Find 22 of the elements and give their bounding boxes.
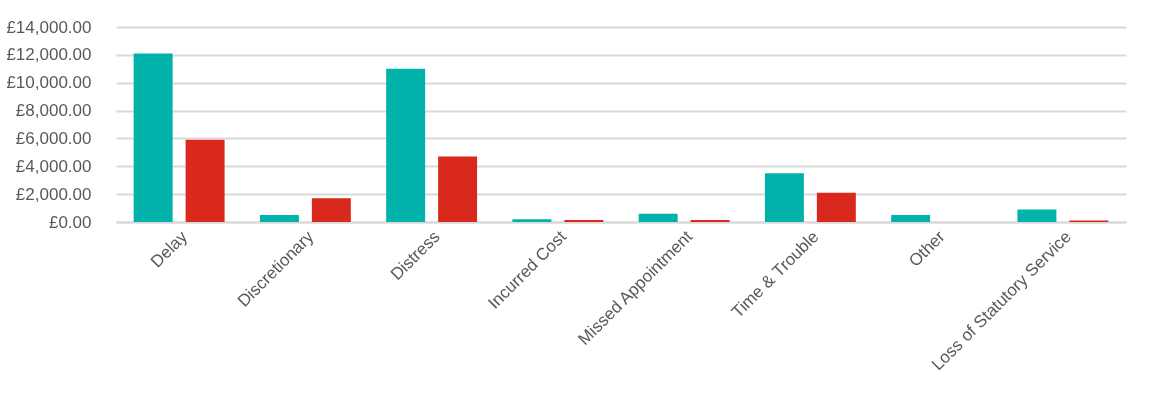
bar [891,215,931,222]
bar [311,198,351,222]
y-tick-label: £4,000.00 [15,156,92,176]
bar [512,219,552,222]
bar [438,156,478,222]
bar [386,68,426,222]
y-tick-label: £10,000.00 [6,73,92,93]
y-tick-label: £6,000.00 [15,128,92,148]
bar [185,139,225,222]
bar [764,173,804,222]
y-tick-label: £12,000.00 [6,45,92,65]
y-tick-label: £8,000.00 [15,101,92,121]
bar [1017,209,1057,222]
y-tick-label: £0.00 [48,212,92,232]
bar [259,215,299,222]
bar [133,53,173,222]
bar [816,192,856,222]
y-tick-label: £14,000.00 [6,17,92,37]
bar [564,219,604,222]
y-tick-label: £2,000.00 [15,184,92,204]
bar [638,213,678,222]
bar [690,219,730,222]
